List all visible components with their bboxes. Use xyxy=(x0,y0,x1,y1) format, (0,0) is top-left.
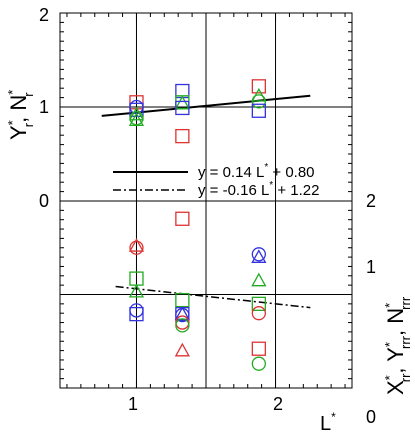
top-marker-triangle-8 xyxy=(174,95,190,110)
right-y-axis-label: X*rr, Y*rrr, N*rrr xyxy=(382,296,413,395)
bottom-marker-circle-14 xyxy=(251,247,266,262)
bottom-marker-circle-12 xyxy=(175,318,190,333)
top-y-tick-label-2: 2 xyxy=(39,5,49,25)
top-marker-circle-13 xyxy=(251,94,266,109)
data-markers xyxy=(128,79,267,371)
bottom-marker-triangle-3 xyxy=(128,283,145,298)
bottom-marker-triangle-16 xyxy=(251,272,267,287)
x-tick-label-1: 1 xyxy=(128,394,138,414)
bottom-marker-square-6 xyxy=(175,211,190,226)
bottom-marker-circle-0 xyxy=(129,240,144,255)
bottom-marker-triangle-13 xyxy=(174,342,190,357)
x-axis-label: L* xyxy=(320,410,336,435)
grid-lines xyxy=(60,13,352,388)
legend xyxy=(113,171,188,191)
right-y-tick-label-0: 0 xyxy=(366,407,376,427)
right-y-tick-label-1: 1 xyxy=(366,257,376,277)
bottom-marker-square-17 xyxy=(251,296,266,312)
top-marker-triangle-4 xyxy=(128,106,145,121)
bottom-marker-circle-20 xyxy=(251,356,266,371)
top-marker-square-10 xyxy=(175,128,190,144)
x-axis-label-main: L xyxy=(320,413,331,435)
bottom-marker-square-5 xyxy=(129,306,144,322)
top-marker-circle-5 xyxy=(129,111,144,126)
top-y-tick-label-0: 0 xyxy=(39,191,49,211)
x-axis-label-sup: * xyxy=(331,410,336,424)
axis-ticks xyxy=(60,12,352,389)
top-marker-square-9 xyxy=(175,100,190,116)
right-y-tick-label-2: 2 xyxy=(366,191,376,211)
legend-entry-dashdot-label: y = -0.16 L* + 1.22 xyxy=(198,180,320,199)
top-marker-square-11 xyxy=(251,79,266,94)
bottom-marker-triangle-1 xyxy=(128,238,145,252)
top-y-tick-label-1: 1 xyxy=(39,97,49,117)
bottom-marker-circle-11 xyxy=(175,315,190,330)
bottom-marker-square-19 xyxy=(251,341,266,356)
top-marker-square-14 xyxy=(251,103,266,118)
bottom-marker-square-7 xyxy=(175,292,190,308)
bottom-marker-triangle-15 xyxy=(251,249,267,263)
x-tick-label-2: 2 xyxy=(273,394,283,414)
bottom-fit-line xyxy=(115,285,311,309)
bottom-marker-circle-18 xyxy=(251,306,266,321)
legend-entry-solid-label: y = 0.14 L* + 0.80 xyxy=(198,162,315,181)
top-y-axis-label: Y*r, N*r xyxy=(5,90,36,140)
